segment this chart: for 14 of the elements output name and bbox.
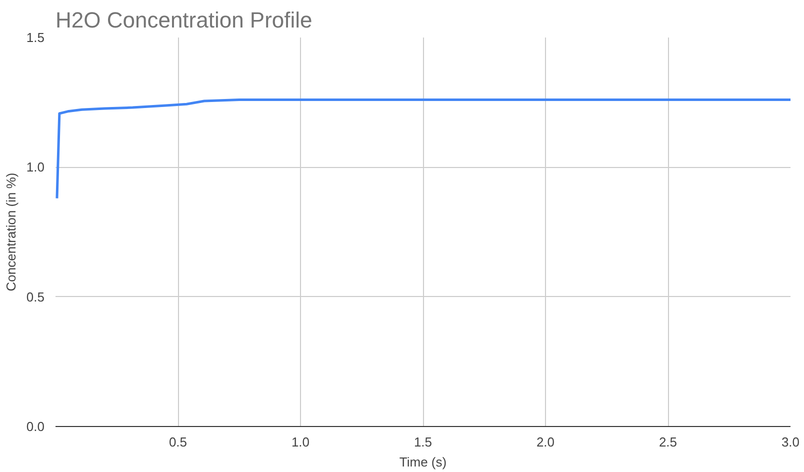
line-series [56,98,790,200]
y-axis-title: Concentration (in %) [3,172,18,292]
x-tick-label: 1.5 [414,434,432,450]
y-tick-label: 1.0 [26,160,45,175]
x-tick-label: 1.0 [291,434,310,450]
x-tick-label: 2.0 [536,434,555,450]
x-tick-label: 3.0 [781,434,800,450]
chart-title: H2O Concentration Profile [56,8,312,32]
y-tick-label: 0.5 [26,289,45,304]
y-tick-label: 0.0 [26,419,45,434]
x-tick-label: 0.5 [168,434,188,450]
x-tick-label: 2.5 [658,434,678,450]
x-axis-title: Time (s) [399,454,447,470]
y-tick-label: 1.5 [26,30,45,45]
